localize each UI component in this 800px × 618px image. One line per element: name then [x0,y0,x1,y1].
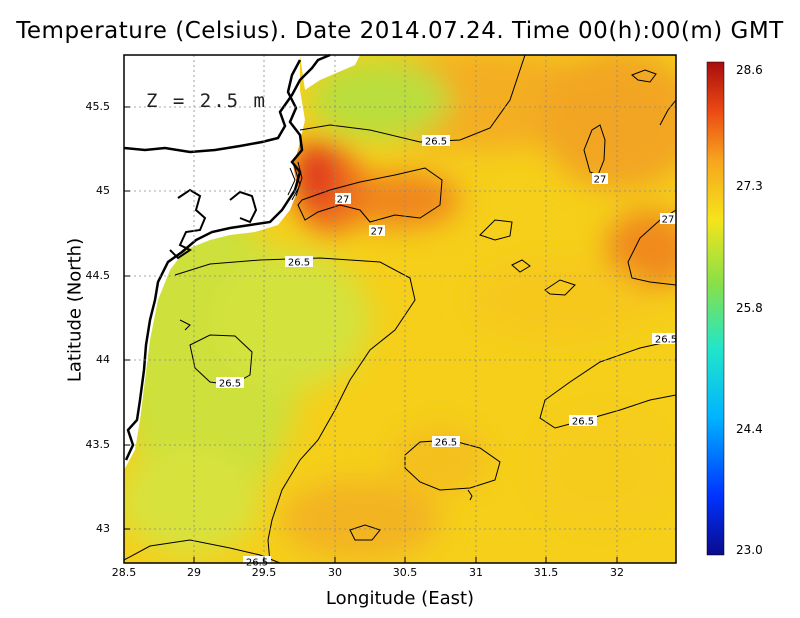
contour-label: 26.5 [572,417,594,428]
contour-label: 26.5 [288,258,310,269]
contour-label: 27 [662,215,675,226]
contour-label-bg [569,415,597,426]
coastline [123,53,331,154]
coastline-danube [124,59,304,461]
contour-label-bg [422,135,450,146]
plot-frame [123,54,677,564]
axis-ticks [124,106,618,563]
colorbar [706,61,725,556]
map-title: Temperature (Celsius). Date 2014.07.24. … [16,18,784,44]
coastline-inland-2 [229,190,258,224]
map-grid [124,55,676,563]
land-area [124,55,305,470]
colorbar-tick-label: 24.4 [736,422,763,436]
y-tick-label: 44 [96,353,110,366]
contour-label-bg [369,225,385,236]
depth-label: Z = 2.5 m [146,90,267,112]
contour-label-bg [335,193,351,204]
contour-label-bg [592,173,608,184]
y-tick-label: 43.5 [85,438,111,451]
coastline-inland [169,188,207,260]
contour-label: 26.5 [219,379,241,390]
x-tick-label: 32 [610,566,624,579]
x-tick-label: 29 [187,566,201,579]
y-tick-label: 43 [96,522,110,535]
contour-label-bg [216,377,244,388]
x-tick-label: 31 [469,566,483,579]
contour-label-bg [243,556,271,567]
x-tick-label: 30.5 [392,566,418,579]
y-axis-label: Latitude (North) [64,237,86,383]
x-tick-label: 31.5 [533,566,559,579]
y-tick-label: 44.5 [85,269,111,282]
contour-label-bg [285,256,313,267]
contour-label-bg [652,333,680,344]
contour-label: 27 [337,195,350,206]
contour-label: 26.5 [655,335,677,346]
contour-label-bg [660,213,676,224]
contour-label-bg [432,436,460,447]
contour-label: 27 [371,227,384,238]
colorbar-tick-label: 25.8 [736,301,763,315]
y-tick-label: 45 [96,184,110,197]
x-axis-label: Longitude (East) [325,588,475,609]
x-tick-label: 28.5 [111,566,137,579]
colorbar-tick-label: 28.6 [736,63,763,77]
x-tick-label: 29.5 [251,566,277,579]
contour-label: 26.5 [435,438,457,449]
colorbar-tick-label: 27.3 [736,179,763,193]
y-tick-label: 45.5 [85,100,111,113]
colorbar-tick-label: 23.0 [736,543,763,557]
contour-label: 27 [594,175,607,186]
contour-label: 26.5 [425,137,447,148]
x-tick-label: 30 [328,566,342,579]
